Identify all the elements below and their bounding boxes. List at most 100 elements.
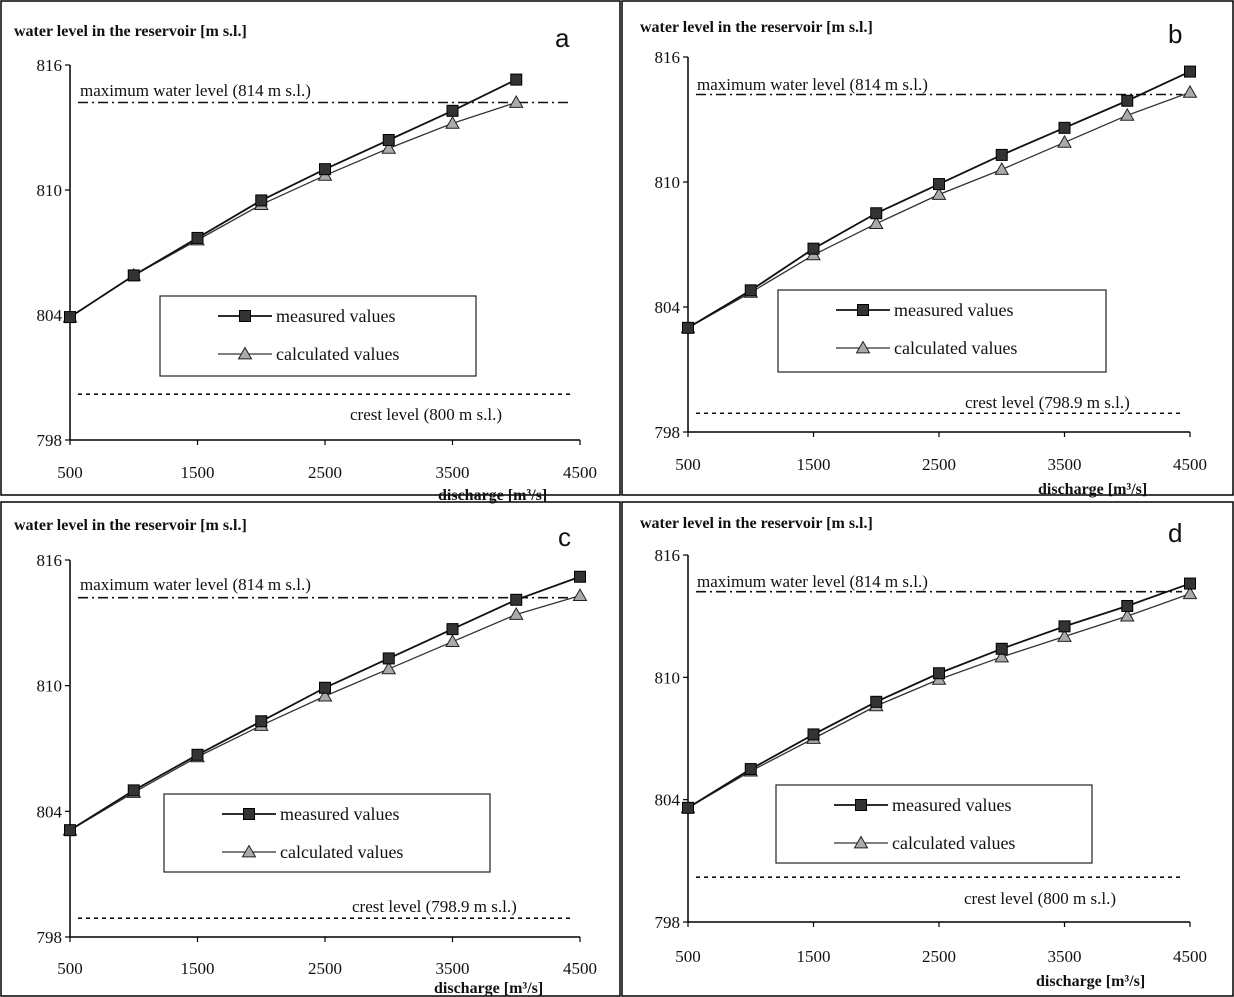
x-tick-label: 3500 — [1048, 947, 1082, 966]
legend-calculated-marker — [237, 346, 253, 360]
calculated-point — [1119, 107, 1135, 121]
y-tick-label: 804 — [37, 306, 63, 325]
y-tick-label: 810 — [37, 181, 63, 200]
measured-point — [807, 728, 820, 741]
calculated-point — [868, 216, 884, 230]
legend-calculated-marker — [241, 844, 257, 858]
legend-calculated-label: calculated values — [894, 338, 1017, 358]
calculated-point — [572, 588, 588, 601]
y-tick-label: 804 — [655, 298, 681, 317]
x-tick-label: 2500 — [922, 455, 956, 474]
y-tick-label: 816 — [37, 551, 63, 570]
measured-point — [191, 748, 204, 761]
legend-measured-marker — [243, 808, 255, 820]
calculated-point — [445, 634, 460, 648]
measured-point — [446, 623, 459, 636]
measured-point — [127, 784, 140, 797]
x-tick-label: 1500 — [797, 455, 831, 474]
measured-point — [446, 104, 459, 117]
y-tick-label: 798 — [37, 431, 63, 450]
measured-point — [510, 73, 523, 86]
y-tick-label: 810 — [37, 677, 63, 696]
calculated-point — [1182, 586, 1198, 600]
panel-letter: b — [1168, 19, 1182, 49]
y-tick-label: 810 — [655, 668, 681, 687]
calculated-point — [1182, 84, 1198, 98]
x-tick-label: 4500 — [1173, 947, 1207, 966]
chart-panel-b: 798 804 810 816 500 1500 2500 3500 4500 water lev… — [640, 19, 1207, 498]
measured-values-line — [69, 78, 517, 318]
x-tick-label: 1500 — [181, 959, 215, 978]
chart-panel-d: 798 804 810 816 500 1500 2500 3500 4500 water lev… — [640, 515, 1207, 990]
calculated-point — [1057, 629, 1072, 642]
panel-letter: a — [555, 23, 570, 53]
measured-point — [1058, 620, 1071, 633]
measured-point — [870, 207, 883, 220]
y-tick-label: 798 — [655, 913, 681, 932]
x-tick-label: 4500 — [1173, 455, 1207, 474]
legend-measured-marker — [855, 799, 867, 811]
legend-calculated-marker — [855, 340, 871, 354]
x-tick-label: 4500 — [563, 463, 597, 482]
measured-point — [319, 681, 331, 694]
x-axis-label: discharge [m³/s] — [434, 980, 543, 997]
x-tick-label: 500 — [57, 463, 83, 482]
max-water-level-label: maximum water level (814 m s.l.) — [80, 81, 311, 100]
panel-letter: c — [558, 522, 571, 552]
calculated-point — [508, 606, 524, 620]
x-tick-label: 2500 — [308, 463, 342, 482]
legend-box — [777, 289, 1107, 373]
x-tick-label: 2500 — [922, 947, 956, 966]
measured-point — [1184, 577, 1196, 590]
x-axis-label: discharge [m³/s] — [1038, 481, 1147, 498]
x-tick-label: 3500 — [436, 463, 470, 482]
calculated-point — [317, 688, 333, 702]
measured-point — [574, 570, 586, 583]
max-water-level-label: maximum water level (814 m s.l.) — [697, 572, 928, 591]
legend-calculated-label: calculated values — [276, 344, 399, 364]
x-tick-label: 1500 — [797, 947, 831, 966]
calculated-point — [508, 94, 524, 108]
panel-border — [0, 501, 621, 997]
y-tick-label: 816 — [655, 546, 681, 565]
max-water-level-label: maximum water level (814 m s.l.) — [697, 75, 928, 94]
measured-point — [1184, 65, 1196, 78]
y-tick-label: 804 — [655, 791, 681, 810]
measured-point — [319, 163, 331, 176]
y-tick-label: 804 — [37, 802, 63, 821]
x-tick-label: 4500 — [563, 959, 597, 978]
panel-border — [621, 0, 1234, 496]
measured-point — [255, 194, 268, 207]
y-axis-label: water level in the reservoir [m s.l.] — [14, 23, 247, 40]
legend-measured-label: measured values — [892, 795, 1011, 815]
measured-point — [995, 148, 1008, 161]
x-axis-label: discharge [m³/s] — [438, 487, 547, 504]
x-tick-label: 500 — [675, 947, 701, 966]
chart-panel-a: 798 804 810 816 500 1500 2500 3500 4500 water lev… — [14, 23, 597, 504]
measured-point — [64, 824, 76, 837]
calculated-point — [994, 161, 1010, 175]
legend-measured-label: measured values — [280, 804, 399, 824]
x-tick-label: 500 — [57, 959, 83, 978]
measured-point — [995, 642, 1008, 655]
x-axis-label: discharge [m³/s] — [1036, 973, 1145, 990]
chart-panel-c: 798 804 810 816 500 1500 2500 3500 4500 water lev… — [14, 517, 597, 997]
measured-point — [682, 801, 694, 814]
measured-point — [191, 231, 204, 244]
panel-letter: d — [1168, 518, 1182, 548]
legend-measured-marker — [239, 310, 251, 322]
y-axis-label: water level in the reservoir [m s.l.] — [14, 517, 247, 534]
legend-calculated-label: calculated values — [892, 833, 1015, 853]
measured-point — [382, 652, 395, 665]
y-tick-label: 810 — [655, 173, 681, 192]
measured-point — [1121, 94, 1134, 107]
crest-level-label: crest level (800 m s.l.) — [964, 889, 1116, 908]
crest-level-label: crest level (800 m s.l.) — [350, 405, 502, 424]
measured-point — [255, 715, 268, 728]
legend-calculated-label: calculated values — [280, 842, 403, 862]
measured-point — [807, 242, 820, 255]
y-axis-label: water level in the reservoir [m s.l.] — [640, 515, 873, 532]
x-tick-label: 3500 — [436, 959, 470, 978]
calculated-point — [381, 140, 397, 154]
